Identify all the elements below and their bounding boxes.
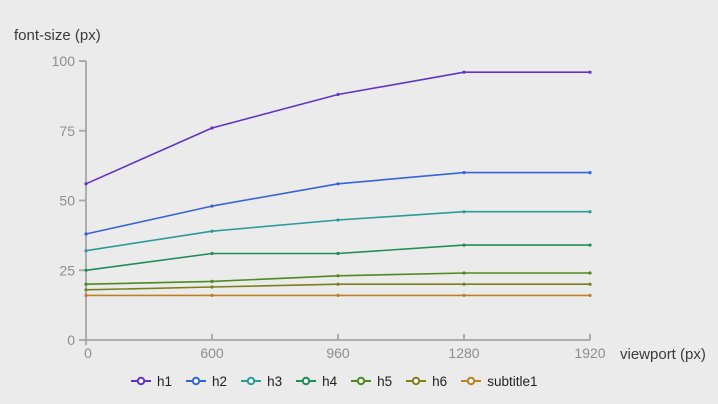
point-h5-960 <box>336 274 340 278</box>
legend-label-h2: h2 <box>212 373 228 389</box>
legend-marker-icon-h6 <box>406 376 427 386</box>
y-tick-label-100: 100 <box>52 53 76 69</box>
legend-marker-icon-subtitle1 <box>461 376 482 386</box>
series-line-h4 <box>85 244 591 272</box>
y-tick-label-25: 25 <box>59 262 75 278</box>
legend-item-h5[interactable]: h5 <box>350 374 392 389</box>
point-h3-960 <box>336 218 340 222</box>
point-h2-600 <box>210 204 214 208</box>
legend-item-h3[interactable]: h3 <box>240 374 282 389</box>
point-h6-960 <box>336 282 340 286</box>
legend-marker-icon-h5 <box>351 376 372 386</box>
legend-item-h1[interactable]: h1 <box>130 374 172 389</box>
x-tick-label-600: 600 <box>200 345 224 361</box>
legend-label-subtitle1: subtitle1 <box>487 373 538 389</box>
point-h5-600 <box>210 279 214 283</box>
legend-label-h1: h1 <box>157 373 173 389</box>
point-h4-1920 <box>588 243 592 247</box>
legend-label-h3: h3 <box>267 373 283 389</box>
legend-item-h6[interactable]: h6 <box>405 374 447 389</box>
point-h2-960 <box>336 182 340 186</box>
legend-marker-icon-h4 <box>296 376 317 386</box>
x-tick-label-1920: 1920 <box>574 345 605 361</box>
point-h4-0 <box>84 268 88 272</box>
point-h6-600 <box>210 285 214 289</box>
legend-label-h4: h4 <box>322 373 338 389</box>
point-h5-0 <box>84 282 88 286</box>
point-h3-1920 <box>588 210 592 214</box>
legend-item-subtitle1[interactable]: subtitle1 <box>460 374 537 389</box>
point-h2-0 <box>84 232 88 236</box>
series-line-h2 <box>85 171 591 235</box>
point-subtitle1-600 <box>210 293 214 297</box>
legend-marker-icon-h2 <box>186 376 207 386</box>
point-h3-1280 <box>462 210 466 214</box>
y-axis-title: font-size (px) <box>14 27 101 44</box>
x-tick-label-1280: 1280 <box>448 345 479 361</box>
point-h5-1920 <box>588 271 592 275</box>
point-h2-1280 <box>462 171 466 175</box>
legend-item-h2[interactable]: h2 <box>185 374 227 389</box>
legend-marker-icon-h3 <box>241 376 262 386</box>
point-subtitle1-1280 <box>462 293 466 297</box>
series-line-h1 <box>85 71 591 185</box>
x-tick-label-0: 0 <box>84 345 92 361</box>
legend-marker-icon-h1 <box>131 376 151 386</box>
y-tick-label-75: 75 <box>59 123 75 139</box>
point-h4-960 <box>336 251 340 256</box>
x-axis-title: viewport (px) <box>620 346 706 363</box>
y-tick-label-50: 50 <box>59 193 75 209</box>
point-h6-1920 <box>588 282 592 286</box>
point-h4-1280 <box>462 243 466 247</box>
point-subtitle1-1920 <box>588 293 592 297</box>
point-h2-1920 <box>588 171 592 175</box>
point-h1-600 <box>210 126 214 130</box>
point-h6-0 <box>84 288 88 292</box>
legend-label-h5: h5 <box>377 373 393 389</box>
y-tick-label-0: 0 <box>67 332 75 348</box>
point-h1-1920 <box>588 70 592 74</box>
point-h1-960 <box>336 92 340 97</box>
point-h1-0 <box>84 182 88 186</box>
point-h3-0 <box>84 249 88 253</box>
legend-item-h4[interactable]: h4 <box>295 374 337 389</box>
point-subtitle1-0 <box>84 293 88 297</box>
legend-label-h6: h6 <box>432 373 448 389</box>
point-h6-1280 <box>462 282 466 286</box>
point-subtitle1-960 <box>336 293 340 297</box>
point-h4-600 <box>210 251 214 256</box>
legend: h1 h2 h3 h4 h5 h6 subtitle1 <box>130 371 537 391</box>
point-h3-600 <box>210 229 214 233</box>
point-h5-1280 <box>462 271 466 275</box>
point-h1-1280 <box>462 70 466 74</box>
x-tick-label-960: 960 <box>326 345 350 361</box>
